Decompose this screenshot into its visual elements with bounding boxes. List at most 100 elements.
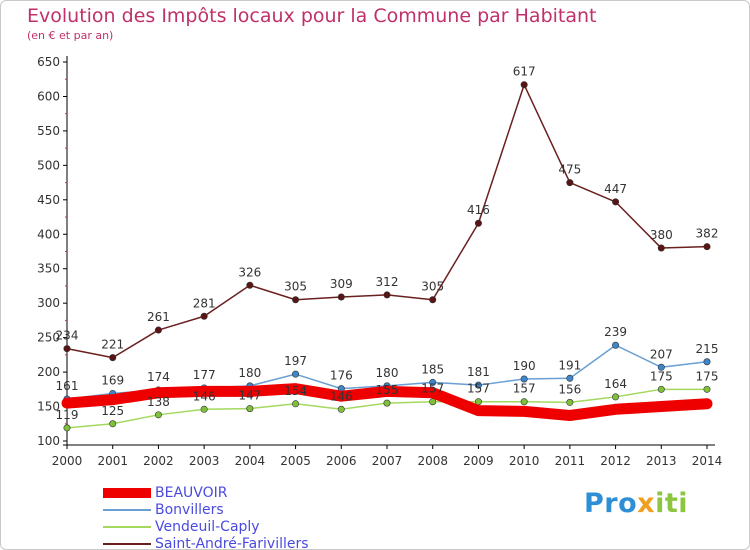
data-label: 169 [101,373,124,387]
legend-label: Saint-André-Farivillers [155,536,309,550]
data-point [292,370,300,378]
x-tick-label: 2011 [555,454,586,468]
data-label: 156 [558,382,581,396]
y-tick-label: 450 [37,193,60,207]
data-label: 207 [650,347,673,361]
data-label: 125 [101,404,124,418]
data-label: 617 [513,65,536,79]
y-tick-label: 550 [37,124,60,138]
data-label: 190 [513,359,536,373]
data-label: 239 [604,325,627,339]
legend-label: BEAUVOIR [155,485,228,501]
data-point [63,345,71,353]
data-label: 191 [558,358,581,372]
data-label: 155 [376,383,399,397]
x-tick-label: 2008 [417,454,448,468]
data-label: 305 [284,280,307,294]
data-point [292,296,300,304]
data-label: 326 [238,265,261,279]
x-tick-label: 2014 [692,454,723,468]
data-point [474,219,482,227]
data-label: 221 [101,338,124,352]
data-label: 177 [193,368,216,382]
data-point [200,312,208,320]
data-label: 197 [284,354,307,368]
data-point [109,354,117,362]
data-point [383,291,391,299]
data-point [566,179,574,187]
data-point [63,424,71,432]
data-point [657,244,665,252]
data-label: 281 [193,296,216,310]
data-point [657,363,665,371]
y-tick-label: 400 [37,227,60,241]
chart-subtitle: (en € et par an) [27,29,114,42]
chart-title: Evolution des Impôts locaux pour la Comm… [27,5,597,27]
data-point [612,198,620,206]
data-label: 146 [193,389,216,403]
x-tick-label: 2009 [463,454,494,468]
data-label: 180 [376,366,399,380]
y-tick-label: 300 [37,296,60,310]
x-tick-label: 2000 [52,454,83,468]
legend-swatch [103,509,151,511]
x-tick-label: 2007 [372,454,403,468]
data-point [703,358,711,366]
data-point [383,399,391,407]
y-tick-label: 350 [37,262,60,276]
data-label: 176 [330,369,353,383]
data-label: 119 [56,408,79,422]
x-tick-label: 2002 [143,454,174,468]
legend-label: Vendeuil-Caply [155,519,260,535]
data-point [246,405,254,413]
data-point [474,381,482,389]
data-point [337,293,345,301]
x-tick-label: 2010 [509,454,540,468]
legend-swatch [103,526,151,528]
data-label: 312 [376,275,399,289]
y-tick-label: 650 [37,55,60,69]
data-label: 447 [604,182,627,196]
data-label: 215 [696,342,719,356]
y-tick-label: 500 [37,158,60,172]
data-label: 146 [330,389,353,403]
data-point [429,296,437,304]
data-point [520,375,528,383]
data-point [246,281,254,289]
series-line [61,383,713,422]
data-label: 174 [147,370,170,384]
brand-logo: Proxiti [584,488,688,519]
x-tick-label: 2006 [326,454,357,468]
x-tick-label: 2001 [97,454,128,468]
legend-label: Bonvillers [155,502,224,518]
x-tick-label: 2004 [235,454,266,468]
data-label: 164 [604,377,627,391]
data-point [520,81,528,89]
data-point [566,374,574,382]
data-label: 157 [467,382,490,396]
legend-swatch [103,488,151,498]
data-point [292,400,300,408]
data-label: 157 [421,382,444,396]
legend-swatch [103,543,151,545]
data-label: 180 [238,366,261,380]
data-point [337,405,345,413]
data-label: 181 [467,365,490,379]
data-label: 161 [56,379,79,393]
y-tick-label: 150 [37,400,60,414]
data-point [703,243,711,251]
data-point [703,385,711,393]
data-label: 147 [238,389,261,403]
x-tick-label: 2013 [646,454,677,468]
data-label: 475 [558,163,581,177]
data-point [612,341,620,349]
data-label: 309 [330,277,353,291]
data-label: 261 [147,310,170,324]
data-point [154,411,162,419]
data-label: 138 [147,395,170,409]
data-label: 416 [467,203,490,217]
y-tick-label: 200 [37,365,60,379]
data-label: 305 [421,280,444,294]
data-point [657,385,665,393]
